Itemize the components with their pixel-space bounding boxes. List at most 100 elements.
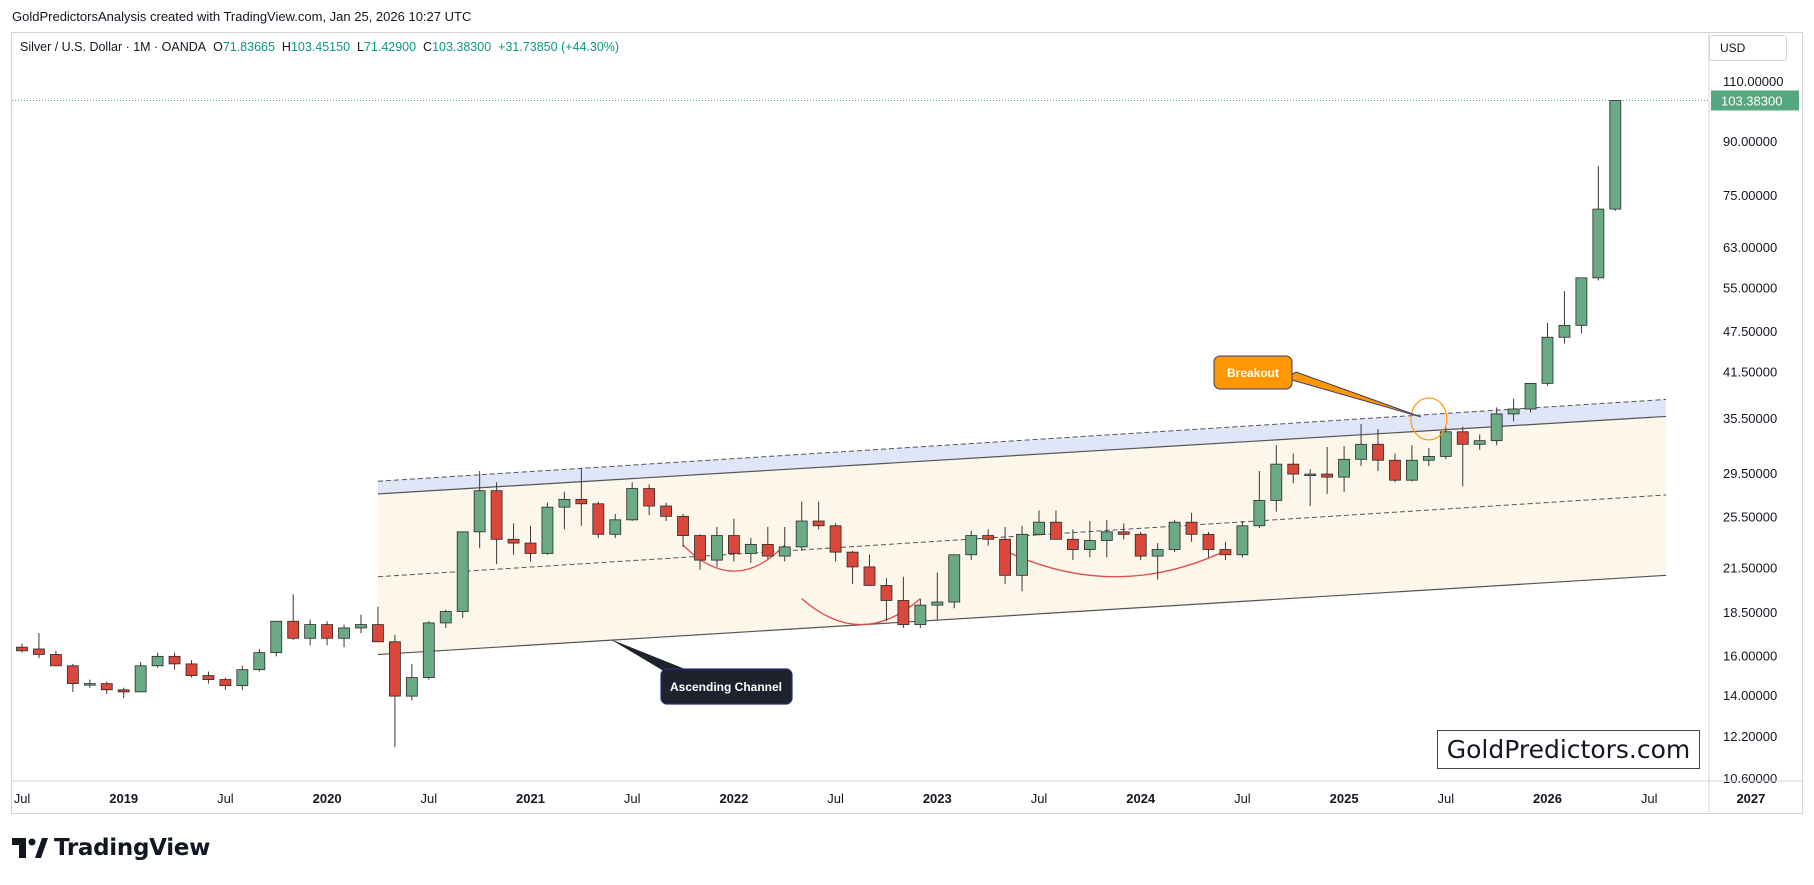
candle-body <box>151 655 164 667</box>
candle <box>1067 529 1079 561</box>
candle <box>1117 523 1130 540</box>
candle-body <box>897 600 910 625</box>
candle-body <box>405 677 418 697</box>
time-tick-label: 2021 <box>516 791 545 806</box>
tradingview-logo-text: TradingView <box>54 835 211 861</box>
candle <box>1609 100 1622 211</box>
candle <box>1100 519 1113 558</box>
channel-layer <box>12 99 1709 656</box>
channel-band-top-line <box>377 398 1667 482</box>
candle <box>1338 446 1350 492</box>
time-tick-label: 2024 <box>1126 791 1156 806</box>
ascending-channel-label: Ascending Channel <box>670 680 782 694</box>
candle <box>558 491 571 530</box>
candle-body <box>1168 521 1181 550</box>
candle <box>355 614 367 634</box>
currency-button[interactable]: USD <box>1709 35 1787 61</box>
candle <box>1202 531 1215 558</box>
symbol-legend[interactable]: Silver / U.S. Dollar · 1M · OANDA O71.83… <box>20 40 619 54</box>
candle-body <box>558 498 571 508</box>
candle-body <box>677 515 689 536</box>
candle <box>1083 521 1096 558</box>
candle-body <box>744 543 757 554</box>
candle-body <box>846 551 859 568</box>
candle-body <box>1134 533 1147 557</box>
time-tick-label: Jul <box>1641 791 1658 806</box>
price-tick-label: 14.00000 <box>1723 688 1777 703</box>
price-tick-label: 75.00000 <box>1723 188 1777 203</box>
candle-body <box>1338 458 1350 478</box>
candle-body <box>490 490 503 540</box>
channel-lower-line <box>377 574 1667 656</box>
candle <box>422 621 435 680</box>
candle <box>1507 398 1520 422</box>
candle-body <box>338 627 350 639</box>
candle <box>219 677 232 690</box>
candle <box>372 606 384 643</box>
candle <box>1151 543 1164 580</box>
candle <box>405 663 418 701</box>
tradingview-logo[interactable]: TradingView <box>12 835 211 861</box>
candle <box>321 621 334 646</box>
candle-body <box>117 689 130 693</box>
candle-body <box>456 531 469 612</box>
candle <box>1490 407 1503 446</box>
breakout-label: Breakout <box>1227 366 1279 380</box>
candle <box>1134 531 1147 561</box>
candle <box>1558 291 1571 344</box>
candle-body <box>422 622 435 678</box>
candle <box>507 523 520 555</box>
candle-body <box>1151 549 1164 557</box>
candle <box>1050 510 1062 540</box>
price-tick-label: 35.50000 <box>1723 411 1777 426</box>
candle <box>100 681 113 694</box>
rounding-bottom-arc <box>1004 550 1226 578</box>
candle-body <box>694 535 706 561</box>
brand-watermark-box: GoldPredictors.com <box>1437 730 1700 769</box>
candle-body <box>1439 431 1452 457</box>
candle <box>1541 322 1554 386</box>
price-tick-label: 21.50000 <box>1723 560 1777 575</box>
candle <box>287 594 300 641</box>
candle-body <box>185 663 198 676</box>
candle-body <box>439 611 452 624</box>
candle <box>643 484 656 516</box>
candle <box>897 576 910 628</box>
candle-body <box>473 490 486 533</box>
candle <box>660 502 672 522</box>
candle <box>812 501 825 530</box>
channel-upper-line <box>377 415 1667 495</box>
price-tick-label: 16.00000 <box>1723 648 1777 663</box>
candle-body <box>355 624 367 629</box>
candle <box>982 529 995 546</box>
candle <box>626 482 639 522</box>
candle-body <box>1083 540 1096 550</box>
candle-body <box>812 520 825 527</box>
candle <box>1406 445 1418 482</box>
candle-body <box>287 620 300 639</box>
time-tick-label: Jul <box>1031 791 1048 806</box>
candle-body <box>660 505 672 517</box>
candle <box>473 471 486 549</box>
time-tick-label: 2025 <box>1330 791 1359 806</box>
candle <box>1422 447 1435 467</box>
candle <box>1219 541 1232 561</box>
candle-body <box>1575 277 1588 326</box>
candle-body <box>795 520 808 548</box>
candle-body <box>321 624 334 639</box>
candle-body <box>1558 324 1571 338</box>
candle <box>728 518 740 562</box>
candle <box>1439 426 1452 460</box>
price-tick-label: 47.50000 <box>1723 324 1777 339</box>
candle <box>880 578 893 622</box>
candle-body <box>643 488 656 507</box>
candle <box>948 554 961 609</box>
candle-body <box>100 683 113 691</box>
candle-body <box>1389 459 1401 481</box>
candle-body <box>236 669 249 687</box>
candle-body <box>609 519 622 535</box>
candle <box>1304 469 1317 507</box>
candle <box>456 531 469 618</box>
candle <box>965 530 978 561</box>
